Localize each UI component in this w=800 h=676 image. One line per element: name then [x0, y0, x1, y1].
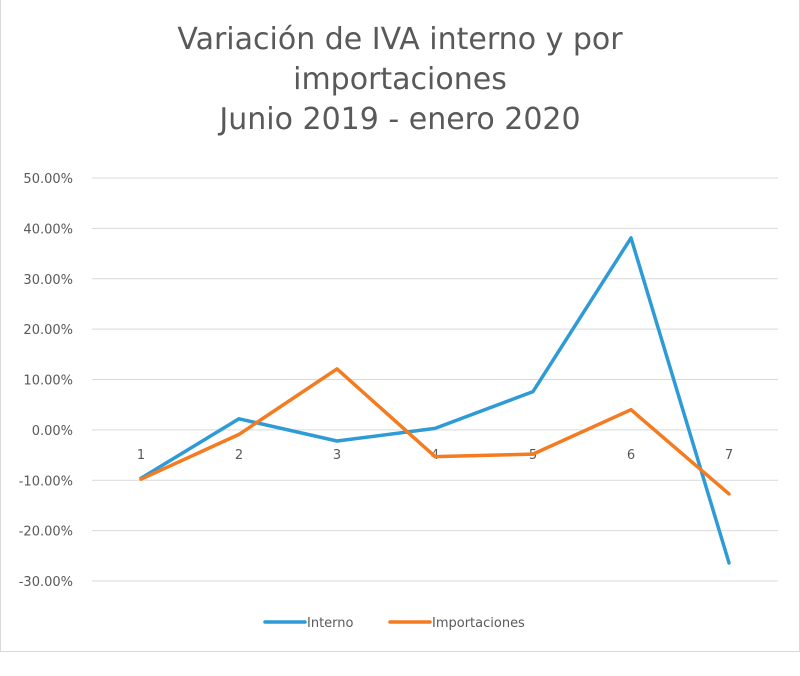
legend-label-interno: Interno — [307, 616, 354, 631]
chart-area — [0, 0, 800, 652]
chart-title-line-3: Junio 2019 - enero 2020 — [219, 102, 581, 137]
y-tick-label: -30.00% — [19, 575, 73, 590]
y-tick-label: 10.00% — [23, 374, 73, 389]
y-tick-label: 40.00% — [23, 222, 73, 237]
gridlines — [92, 177, 778, 582]
y-tick-label: 50.00% — [23, 172, 73, 187]
chart-title-line-1: Variación de IVA interno y por — [177, 22, 623, 57]
legend: Interno Importaciones — [263, 616, 525, 631]
series-lines — [139, 236, 731, 565]
x-tick-label: 2 — [235, 448, 243, 463]
x-tick-label: 3 — [333, 448, 341, 463]
y-tick-label: 0.00% — [32, 424, 73, 439]
x-tick-label: 1 — [137, 448, 145, 463]
x-tick-label: 6 — [627, 448, 635, 463]
y-tick-label: -10.00% — [19, 474, 73, 489]
chart-title: Variación de IVA interno y por importaci… — [100, 20, 700, 140]
y-tick-label: -20.00% — [19, 525, 73, 540]
y-tick-label: 20.00% — [23, 323, 73, 338]
y-tick-label: 30.00% — [23, 273, 73, 288]
series-line-importaciones — [139, 367, 731, 496]
y-axis-labels: 50.00% 40.00% 30.00% 20.00% 10.00% 0.00% -10.0… — [19, 172, 73, 590]
x-tick-label: 7 — [725, 448, 733, 463]
legend-label-importaciones: Importaciones — [432, 616, 525, 631]
series-line-interno — [139, 236, 731, 565]
chart-title-line-2: importaciones — [293, 62, 507, 97]
